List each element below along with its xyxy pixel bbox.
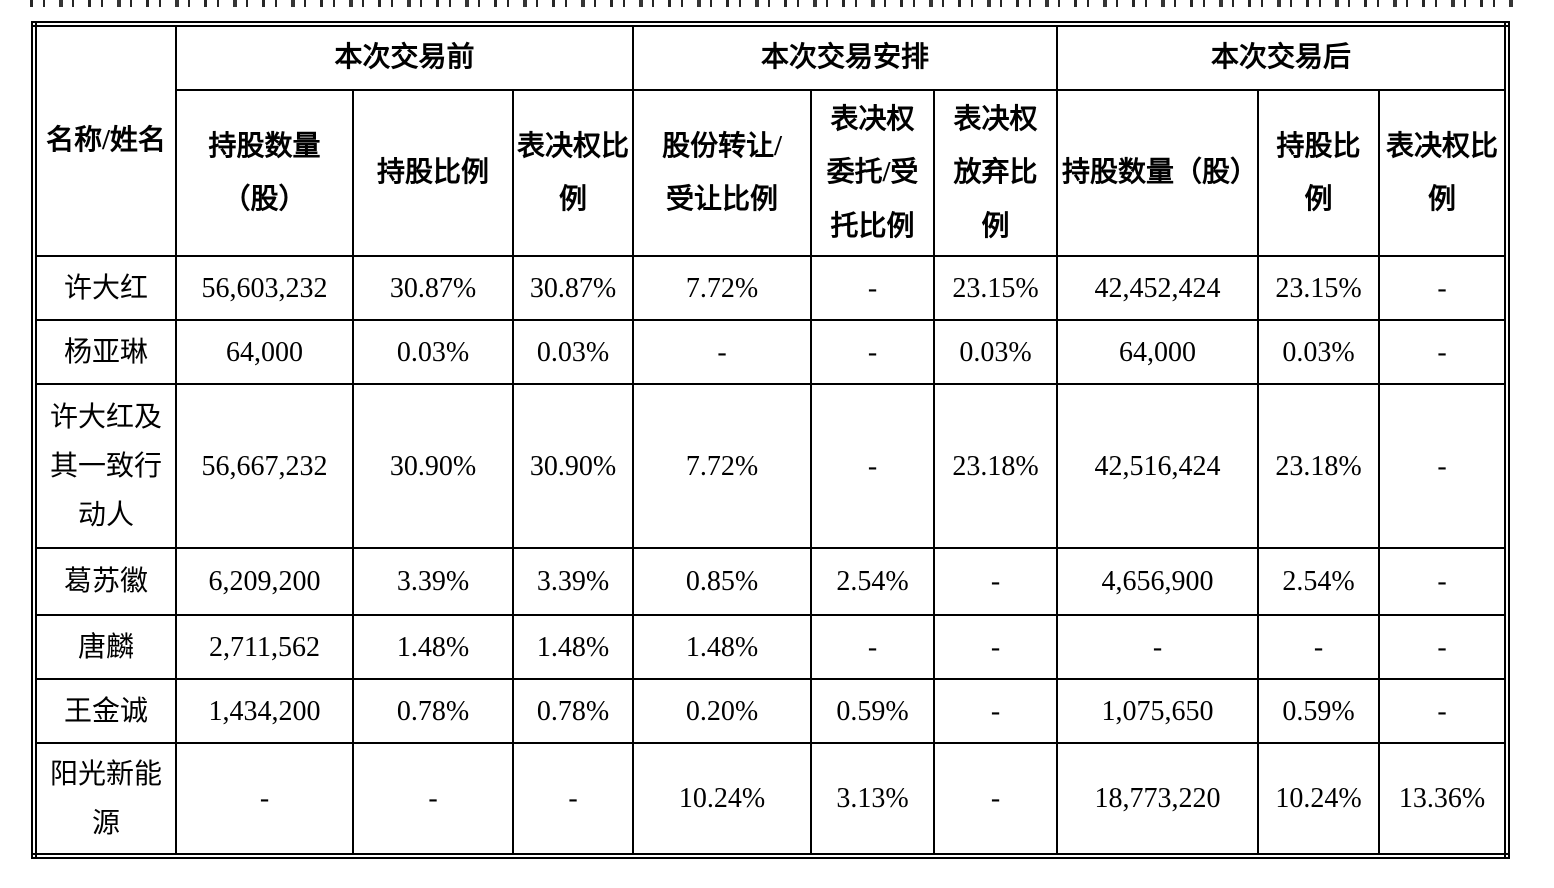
- data-cell: 0.03%: [352, 319, 514, 385]
- data-cell: 0.20%: [632, 678, 813, 744]
- col-header-voting-before: 表决权比例: [511, 89, 635, 257]
- data-cell: 18,773,220: [1056, 742, 1260, 857]
- col-header-shares-after: 持股数量（股）: [1056, 89, 1260, 257]
- data-cell: 7.72%: [632, 383, 813, 549]
- data-cell: 23.18%: [933, 383, 1059, 549]
- data-cell: 3.39%: [352, 547, 514, 616]
- data-cell: -: [1378, 678, 1509, 744]
- data-cell: 23.15%: [933, 255, 1059, 321]
- table-row: 许大红及其一致行动人 56,667,232 30.90% 30.90% 7.72…: [33, 383, 1509, 549]
- group-header-before: 本次交易前: [174, 23, 635, 91]
- data-cell: -: [1378, 614, 1509, 680]
- data-cell: 4,656,900: [1056, 547, 1260, 616]
- row-name-cell: 阳光新能源: [33, 742, 177, 857]
- data-cell: 3.39%: [511, 547, 635, 616]
- data-cell: 2,711,562: [175, 614, 354, 680]
- group-header-arrangement: 本次交易安排: [632, 23, 1059, 91]
- data-cell: 64,000: [1056, 319, 1260, 385]
- header-group-row: 名称/姓名 本次交易前 本次交易安排 本次交易后: [33, 23, 1509, 257]
- clipped-text-remnant: [30, 0, 1520, 7]
- table-row: 王金诚 1,434,200 0.78% 0.78% 0.20% 0.59% - …: [33, 678, 1509, 744]
- header-sub-row: 持股数量（股） 持股比例 表决权比例 股份转让/受让比例 表决权委托/受托比例 …: [34, 89, 1509, 257]
- col-header-waiver-ratio: 表决权放弃比例: [933, 89, 1059, 257]
- data-cell: 30.90%: [511, 383, 635, 549]
- data-cell: 6,209,200: [175, 547, 354, 616]
- data-cell: 1.48%: [352, 614, 514, 680]
- data-cell: -: [810, 383, 936, 549]
- data-cell: -: [1056, 614, 1260, 680]
- col-header-ratio-after: 持股比例: [1257, 89, 1381, 257]
- table-row: 杨亚琳 64,000 0.03% 0.03% - - 0.03% 64,000 …: [33, 319, 1509, 385]
- data-cell: 2.54%: [1257, 547, 1381, 616]
- data-cell: 30.90%: [352, 383, 514, 549]
- data-cell: -: [933, 678, 1059, 744]
- data-cell: 1,075,650: [1056, 678, 1260, 744]
- data-cell: 64,000: [175, 319, 354, 385]
- data-cell: 2.54%: [810, 547, 936, 616]
- corner-header-cell: 名称/姓名: [33, 23, 177, 257]
- data-cell: -: [933, 742, 1059, 857]
- data-cell: -: [810, 319, 936, 385]
- data-cell: 30.87%: [352, 255, 514, 321]
- data-cell: -: [1378, 255, 1509, 321]
- table-row: 许大红 56,603,232 30.87% 30.87% 7.72% - 23.…: [33, 255, 1509, 321]
- data-cell: -: [1378, 547, 1509, 616]
- data-cell: -: [810, 614, 936, 680]
- data-cell: 1.48%: [632, 614, 813, 680]
- row-name-cell: 葛苏徽: [33, 547, 177, 616]
- row-name-cell: 许大红: [33, 255, 177, 321]
- data-cell: -: [1257, 614, 1381, 680]
- row-name-cell: 唐麟: [33, 614, 177, 680]
- table-row: 葛苏徽 6,209,200 3.39% 3.39% 0.85% 2.54% - …: [33, 547, 1509, 616]
- data-cell: 0.03%: [933, 319, 1059, 385]
- data-cell: -: [933, 547, 1059, 616]
- data-cell: 56,603,232: [175, 255, 354, 321]
- data-cell: 0.59%: [1257, 678, 1381, 744]
- row-name-cell: 杨亚琳: [33, 319, 177, 385]
- data-cell: 42,452,424: [1056, 255, 1260, 321]
- data-cell: 0.59%: [810, 678, 936, 744]
- row-name-cell: 王金诚: [33, 678, 177, 744]
- col-header-transfer-ratio: 股份转让/受让比例: [632, 89, 813, 257]
- table-row: 唐麟 2,711,562 1.48% 1.48% 1.48% - - - - -: [33, 614, 1509, 680]
- data-cell: 1.48%: [511, 614, 635, 680]
- data-cell: 42,516,424: [1056, 383, 1260, 549]
- shareholding-table: 名称/姓名 本次交易前 本次交易安排 本次交易后 持股数量（股） 持股比例 表决…: [31, 21, 1511, 859]
- data-cell: 0.03%: [511, 319, 635, 385]
- data-cell: 56,667,232: [175, 383, 354, 549]
- data-cell: 0.78%: [352, 678, 514, 744]
- data-cell: 0.85%: [632, 547, 813, 616]
- data-cell: -: [810, 255, 936, 321]
- data-cell: 0.78%: [511, 678, 635, 744]
- data-cell: 23.18%: [1257, 383, 1381, 549]
- data-cell: -: [352, 742, 514, 857]
- data-cell: -: [1378, 319, 1509, 385]
- data-cell: -: [175, 742, 354, 857]
- data-cell: -: [511, 742, 635, 857]
- table-row: 阳光新能源 - - - 10.24% 3.13% - 18,773,220 10…: [33, 742, 1509, 857]
- data-cell: 7.72%: [632, 255, 813, 321]
- col-header-voting-after: 表决权比例: [1378, 89, 1509, 257]
- data-cell: -: [933, 614, 1059, 680]
- data-cell: -: [1378, 383, 1509, 549]
- col-header-ratio-before: 持股比例: [352, 89, 514, 257]
- data-cell: 3.13%: [810, 742, 936, 857]
- row-name-cell: 许大红及其一致行动人: [33, 383, 177, 549]
- data-cell: 0.03%: [1257, 319, 1381, 385]
- data-cell: 10.24%: [1257, 742, 1381, 857]
- data-cell: 10.24%: [632, 742, 813, 857]
- data-cell: 30.87%: [511, 255, 635, 321]
- group-header-after: 本次交易后: [1056, 23, 1509, 91]
- data-cell: 13.36%: [1378, 742, 1509, 857]
- col-header-shares-before: 持股数量（股）: [175, 89, 354, 257]
- data-cell: -: [632, 319, 813, 385]
- data-cell: 23.15%: [1257, 255, 1381, 321]
- data-cell: 1,434,200: [175, 678, 354, 744]
- col-header-entrust-ratio: 表决权委托/受托比例: [810, 89, 936, 257]
